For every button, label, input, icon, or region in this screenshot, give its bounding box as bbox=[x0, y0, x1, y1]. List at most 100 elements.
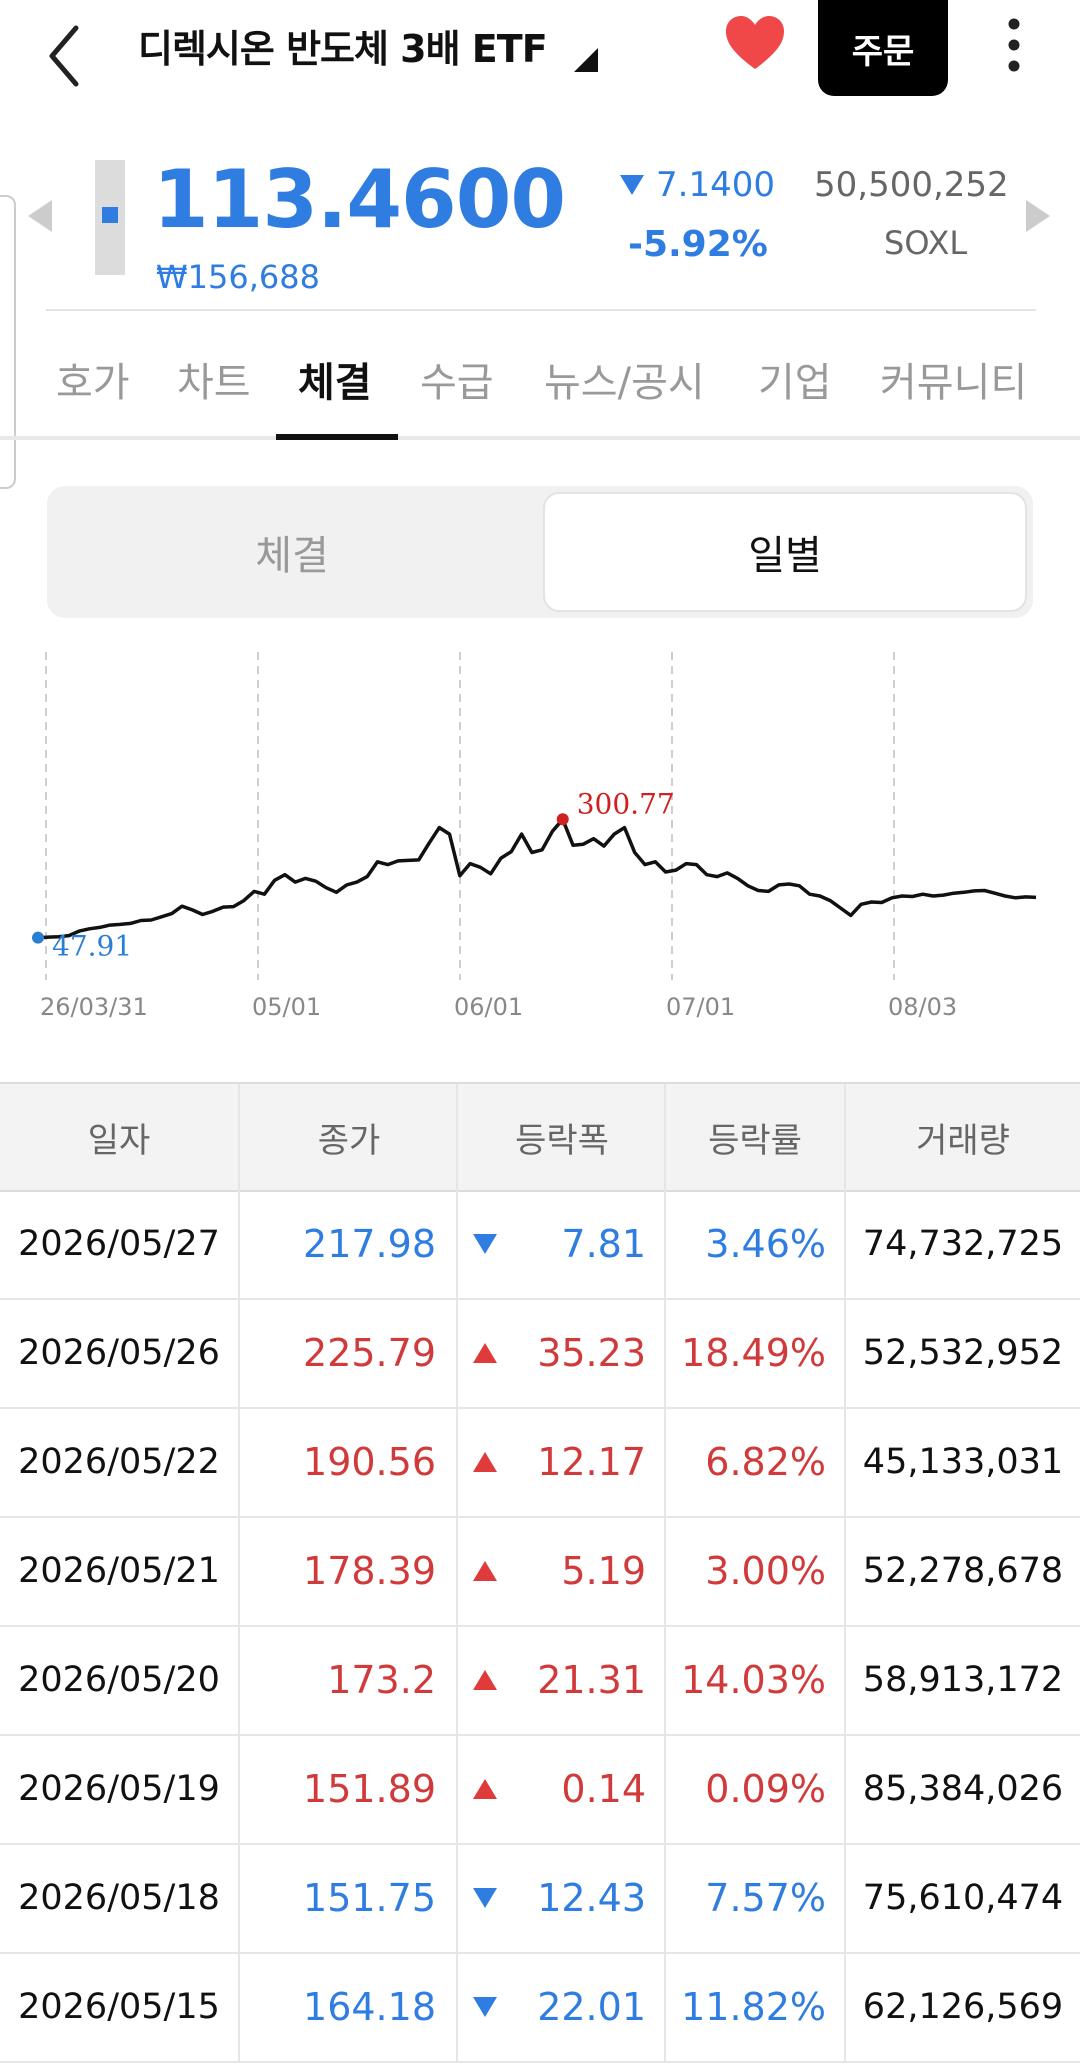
table-row[interactable]: 2026/05/20 173.2 21.31 14.03% 58,913,172 bbox=[0, 1626, 1080, 1736]
column-divider bbox=[664, 1084, 666, 1190]
tab-orderbook[interactable]: 호가 bbox=[56, 360, 130, 406]
tab-community[interactable]: 커뮤니티 bbox=[880, 360, 1028, 406]
column-divider bbox=[456, 1626, 458, 1734]
x-tick-label: 07/01 bbox=[666, 993, 735, 1021]
view-segmented-control: 체결 일별 bbox=[47, 486, 1033, 618]
up-triangle-icon bbox=[473, 1670, 497, 1690]
top-bar: 디렉시온 반도체 3배 ETF 주문 bbox=[0, 0, 1080, 110]
column-divider bbox=[844, 1190, 846, 1298]
column-divider bbox=[238, 1735, 240, 1843]
row-date: 2026/05/19 bbox=[18, 1769, 220, 1809]
min-value-label: 47.91 bbox=[52, 930, 132, 963]
row-change: 7.81 bbox=[561, 1222, 646, 1266]
table-row[interactable]: 2026/05/21 178.39 5.19 3.00% 52,278,678 bbox=[0, 1517, 1080, 1627]
x-tick-label: 08/03 bbox=[888, 993, 957, 1021]
tab-company[interactable]: 기업 bbox=[758, 360, 832, 406]
row-change-rate: 14.03% bbox=[681, 1658, 826, 1702]
down-triangle-icon bbox=[473, 1997, 497, 2017]
row-volume: 45,133,031 bbox=[862, 1442, 1064, 1482]
more-vertical-icon[interactable] bbox=[994, 14, 1034, 76]
column-header[interactable]: 등락률 bbox=[708, 1120, 802, 1161]
row-date: 2026/05/27 bbox=[18, 1224, 220, 1264]
tab-chart[interactable]: 차트 bbox=[177, 360, 251, 406]
divider bbox=[46, 309, 1036, 311]
column-divider bbox=[456, 1190, 458, 1298]
column-header[interactable]: 종가 bbox=[317, 1120, 381, 1161]
column-divider bbox=[238, 1517, 240, 1625]
down-triangle-icon bbox=[473, 1234, 497, 1254]
side-panel-handle[interactable] bbox=[0, 195, 16, 489]
column-divider bbox=[664, 1735, 666, 1843]
row-close-price: 151.75 bbox=[303, 1876, 436, 1920]
row-change: 5.19 bbox=[561, 1549, 646, 1593]
column-divider bbox=[456, 1517, 458, 1625]
column-divider bbox=[844, 1735, 846, 1843]
table-row[interactable]: 2026/05/26 225.79 35.23 18.49% 52,532,952 bbox=[0, 1299, 1080, 1409]
segment-trades[interactable]: 체결 bbox=[255, 533, 329, 579]
back-arrow-icon[interactable] bbox=[40, 12, 90, 92]
krw-price: ₩156,688 bbox=[156, 258, 320, 296]
down-triangle-icon bbox=[460, 1190, 510, 1298]
change-rate: -5.92% bbox=[628, 224, 768, 265]
row-volume: 85,384,026 bbox=[862, 1769, 1064, 1809]
market-status-dot bbox=[102, 207, 118, 223]
row-change: 0.14 bbox=[561, 1767, 646, 1811]
row-close-price: 217.98 bbox=[303, 1222, 436, 1266]
row-date: 2026/05/21 bbox=[18, 1551, 220, 1591]
x-tick-label: 05/01 bbox=[252, 993, 321, 1021]
column-divider bbox=[238, 1953, 240, 2061]
column-divider bbox=[456, 1299, 458, 1407]
price-series-line bbox=[37, 817, 1037, 940]
row-volume: 52,278,678 bbox=[862, 1551, 1064, 1591]
current-price: 113.4600 bbox=[153, 153, 566, 246]
segment-daily[interactable]: 일별 bbox=[543, 492, 1027, 612]
row-date: 2026/05/26 bbox=[18, 1333, 220, 1373]
tab-news[interactable]: 뉴스/공시 bbox=[544, 360, 705, 406]
table-row[interactable]: 2026/05/18 151.75 12.43 7.57% 75,610,474 bbox=[0, 1844, 1080, 1954]
column-divider bbox=[844, 1517, 846, 1625]
table-header-row: 일자 종가 등락폭 등락률 거래량 bbox=[0, 1082, 1080, 1192]
row-change: 22.01 bbox=[537, 1985, 646, 2029]
up-triangle-icon bbox=[473, 1561, 497, 1581]
column-divider bbox=[456, 1953, 458, 2061]
column-divider bbox=[664, 1626, 666, 1734]
up-triangle-icon bbox=[460, 1408, 510, 1516]
column-header[interactable]: 거래량 bbox=[916, 1120, 1010, 1161]
column-divider bbox=[664, 1953, 666, 2061]
up-triangle-icon bbox=[473, 1452, 497, 1472]
next-stock-arrow-icon[interactable] bbox=[1026, 200, 1050, 232]
tab-trades[interactable]: 체결 bbox=[298, 360, 372, 406]
active-tab-underline bbox=[276, 434, 398, 440]
row-volume: 52,532,952 bbox=[862, 1333, 1064, 1373]
row-change-rate: 11.82% bbox=[681, 1985, 826, 2029]
row-close-price: 151.89 bbox=[303, 1767, 436, 1811]
price-change: 7.1400 bbox=[656, 165, 775, 205]
max-value-label: 300.77 bbox=[577, 787, 675, 820]
up-triangle-icon bbox=[473, 1343, 497, 1363]
column-header[interactable]: 일자 bbox=[87, 1120, 151, 1161]
down-triangle-icon bbox=[460, 1953, 510, 2061]
row-change: 35.23 bbox=[537, 1331, 646, 1375]
row-change-rate: 18.49% bbox=[681, 1331, 826, 1375]
prev-stock-arrow-icon[interactable] bbox=[28, 200, 52, 232]
table-row[interactable]: 2026/05/15 164.18 22.01 11.82% 62,126,569 bbox=[0, 1953, 1080, 2063]
down-triangle-icon bbox=[620, 175, 644, 195]
row-date: 2026/05/20 bbox=[18, 1660, 220, 1700]
dropdown-caret-icon[interactable] bbox=[574, 48, 598, 72]
column-divider bbox=[844, 1408, 846, 1516]
down-triangle-icon bbox=[473, 1888, 497, 1908]
column-divider bbox=[844, 1626, 846, 1734]
column-divider bbox=[844, 1844, 846, 1952]
table-row[interactable]: 2026/05/19 151.89 0.14 0.09% 85,384,026 bbox=[0, 1735, 1080, 1845]
column-header[interactable]: 등락폭 bbox=[515, 1120, 609, 1161]
column-divider bbox=[238, 1626, 240, 1734]
row-date: 2026/05/15 bbox=[18, 1987, 220, 2027]
heart-icon[interactable] bbox=[724, 14, 786, 72]
column-divider bbox=[238, 1408, 240, 1516]
tab-supply[interactable]: 수급 bbox=[420, 360, 494, 406]
stock-title[interactable]: 디렉시온 반도체 3배 ETF bbox=[138, 27, 548, 71]
table-row[interactable]: 2026/05/22 190.56 12.17 6.82% 45,133,031 bbox=[0, 1408, 1080, 1518]
order-button[interactable]: 주문 bbox=[818, 0, 948, 96]
table-row[interactable]: 2026/05/27 217.98 7.81 3.46% 74,732,725 bbox=[0, 1190, 1080, 1300]
column-divider bbox=[844, 1953, 846, 2061]
